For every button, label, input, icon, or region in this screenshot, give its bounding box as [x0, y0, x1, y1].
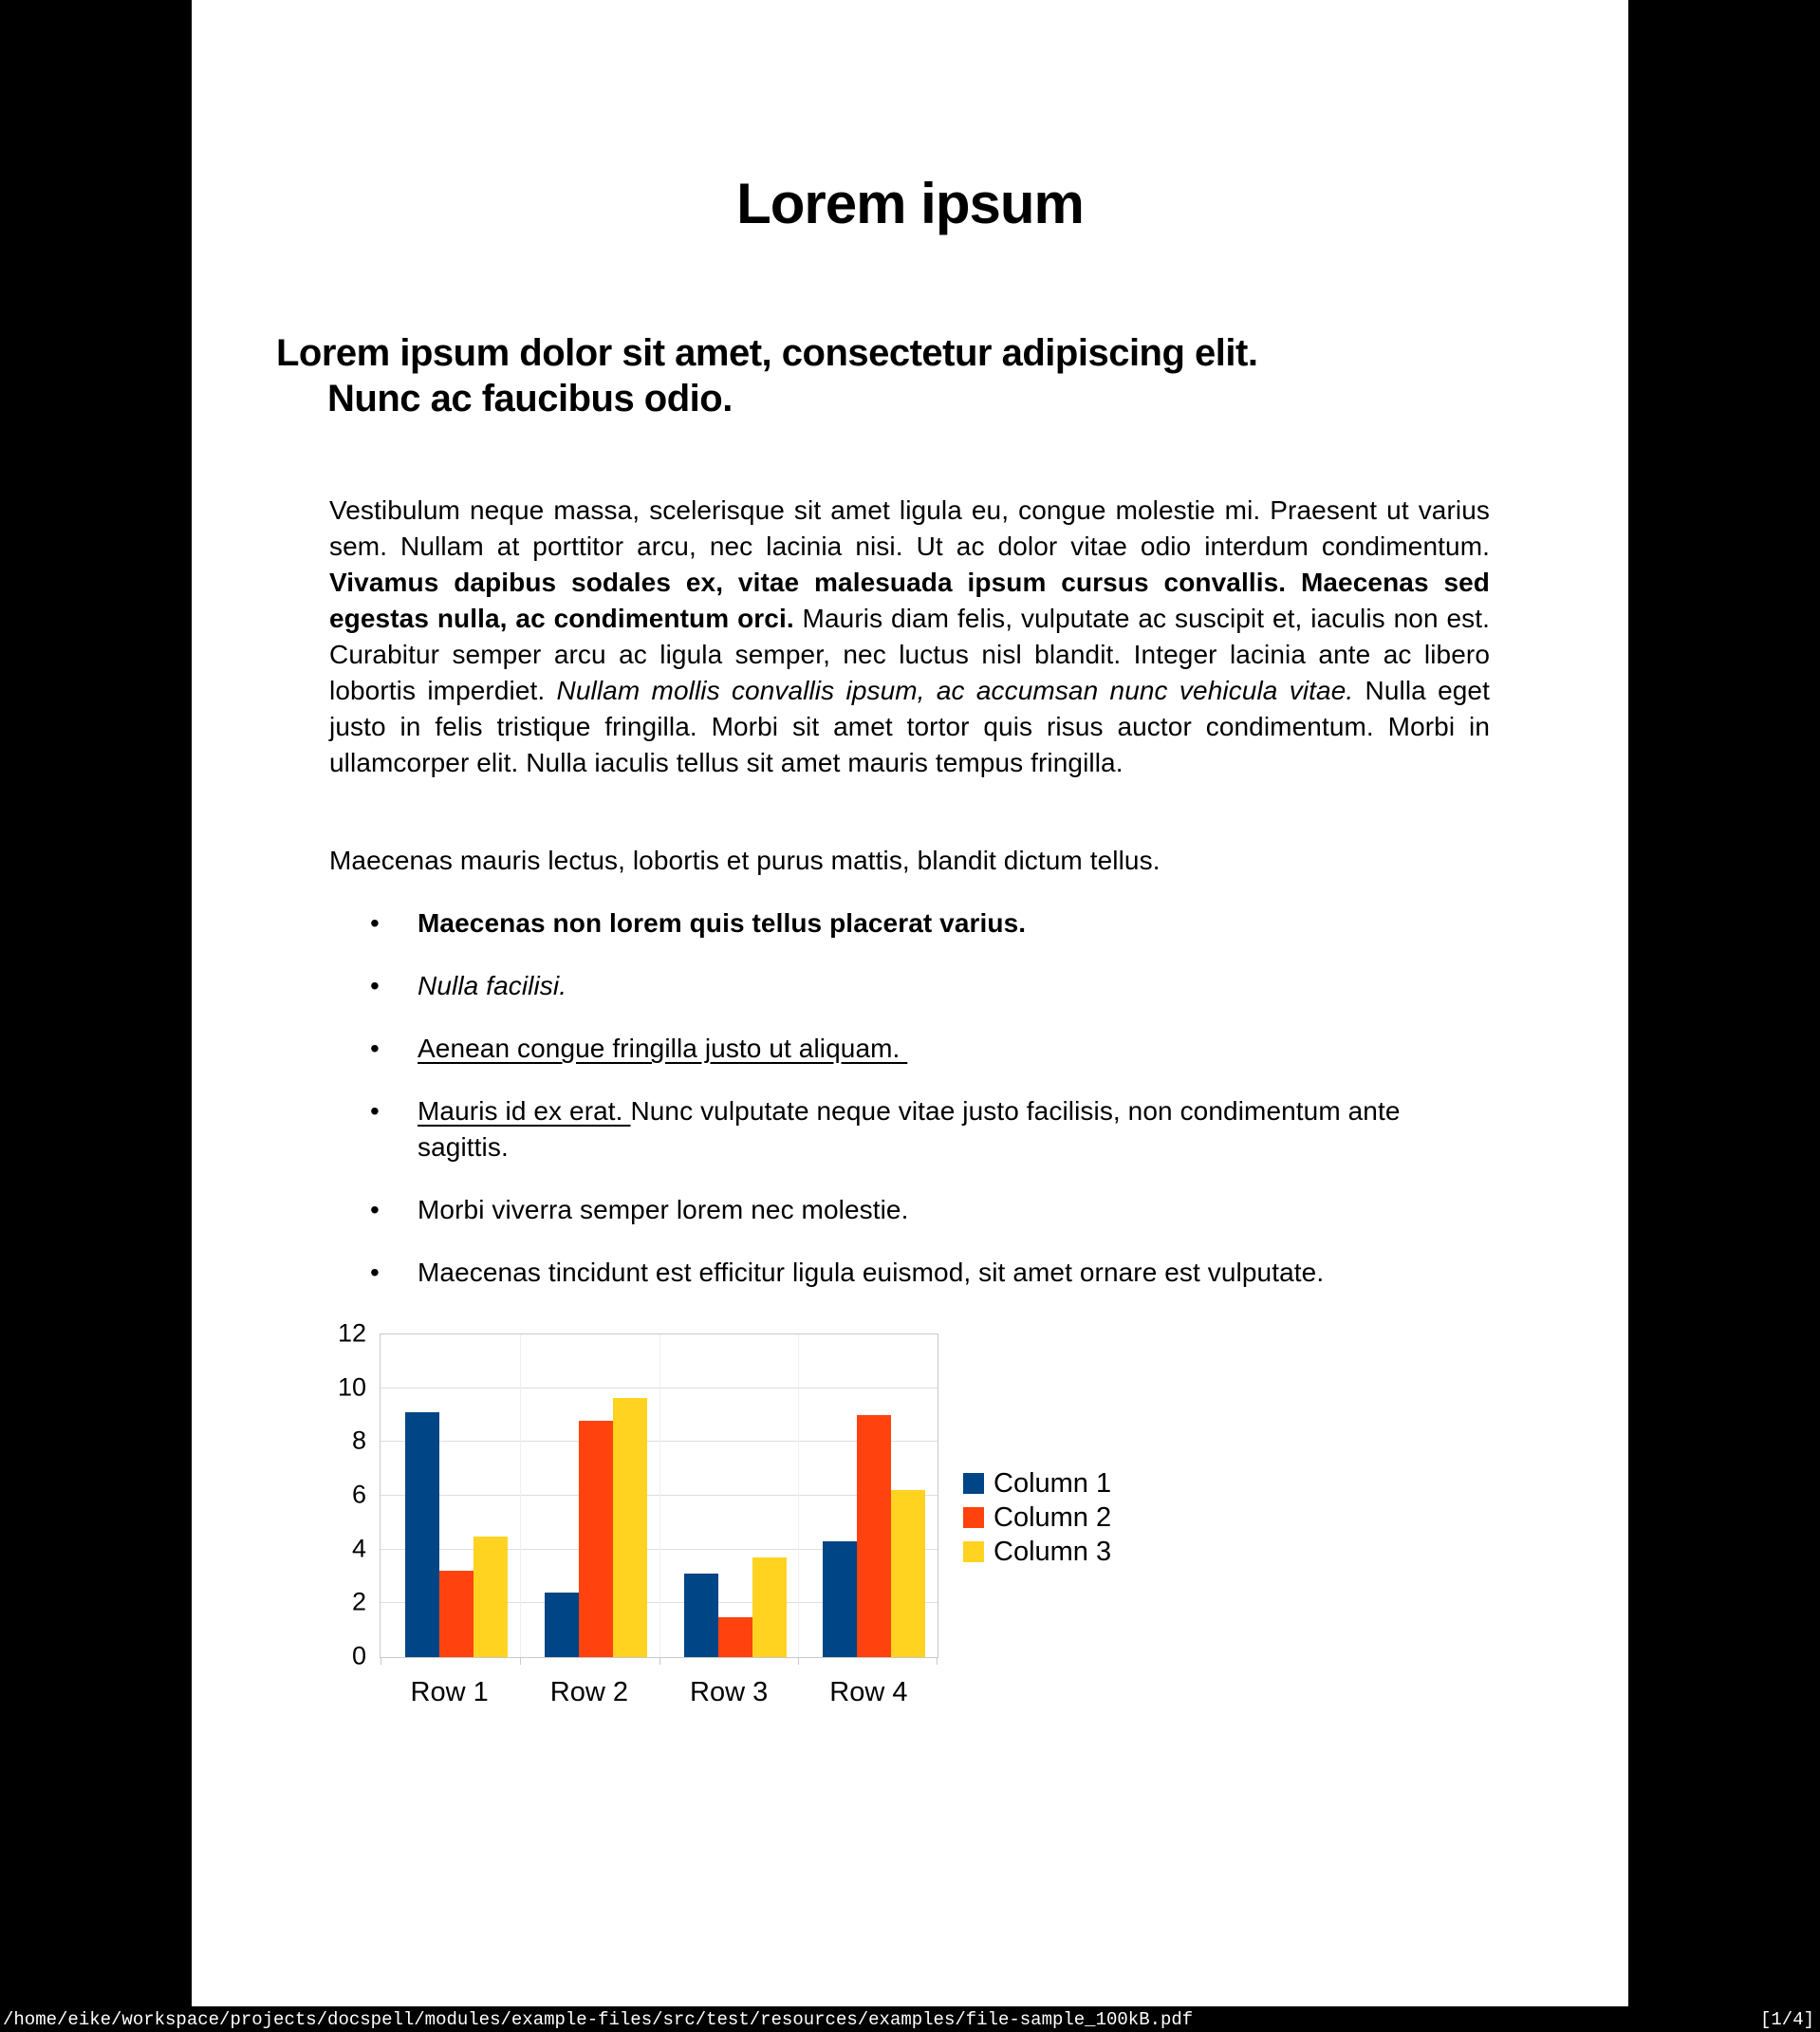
- x-tick-label: Row 1: [410, 1677, 489, 1707]
- bar: [544, 1593, 579, 1657]
- body-paragraph-1: Vestibulum neque massa, scelerisque sit …: [329, 493, 1490, 781]
- list-item: • Aenean congue fringilla justo ut aliqua…: [370, 1031, 1490, 1067]
- bar: [474, 1536, 508, 1657]
- bullet-icon: •: [370, 971, 380, 1000]
- text-segment: Vivamus dapibus sodales ex, vitae malesu…: [329, 568, 1490, 633]
- list-item: • Morbi viverra semper lorem nec molestie…: [370, 1192, 1490, 1228]
- bar: [439, 1571, 474, 1657]
- chart-y-axis-labels: 0 2 4 6 8 10 12: [192, 1320, 366, 1668]
- text-segment: Morbi viverra semper lorem nec molestie.: [418, 1195, 909, 1224]
- bar-group: [798, 1334, 938, 1657]
- text-segment: Mauris diam felis, vulputate ac suscipit…: [329, 604, 1490, 705]
- bullet-icon: •: [370, 908, 380, 938]
- text-segment: Nunc vulputate neque vitae justo facilis…: [418, 1096, 1401, 1162]
- text-segment: Maecenas tincidunt est efficitur ligula …: [418, 1258, 1325, 1287]
- x-tick-label: Row 4: [829, 1677, 908, 1707]
- bullet-list: • Maecenas non lorem quis tellus placerat…: [370, 905, 1490, 1317]
- bar-groups: [381, 1334, 938, 1657]
- bar: [683, 1574, 718, 1657]
- legend-swatch-icon: [963, 1541, 984, 1562]
- bar: [612, 1397, 647, 1657]
- y-tick-label: 4: [351, 1534, 366, 1563]
- legend-entry: Column 3: [963, 1536, 1111, 1568]
- list-item-text: Maecenas non lorem quis tellus placerat …: [418, 905, 1490, 941]
- bullet-icon: •: [370, 1096, 380, 1126]
- y-tick-label: 0: [351, 1641, 366, 1670]
- statusbar-page-indicator: [1/4]: [1759, 2008, 1814, 2030]
- y-tick-label: 6: [351, 1480, 366, 1509]
- legend-label: Column 2: [994, 1501, 1112, 1533]
- bar: [752, 1557, 787, 1657]
- x-axis-tick: [937, 1657, 938, 1665]
- bar: [857, 1415, 892, 1657]
- heading-line-2: Nunc ac faucibus odio.: [327, 378, 733, 419]
- bar: [823, 1541, 858, 1657]
- list-item-text: Morbi viverra semper lorem nec molestie.: [418, 1192, 1490, 1228]
- text-segment: Maecenas non lorem quis tellus placerat …: [418, 908, 1027, 938]
- text-segment: Aenean congue fringilla justo ut aliquam…: [418, 1034, 908, 1063]
- text-segment: Nullam mollis convallis ipsum, ac accums…: [556, 676, 1354, 705]
- y-tick-label: 8: [351, 1426, 366, 1455]
- bar: [891, 1490, 926, 1657]
- category-separator: [519, 1334, 521, 1657]
- bullet-icon: •: [370, 1195, 380, 1224]
- heading-line-1: Lorem ipsum dolor sit amet, consectetur …: [276, 332, 1258, 374]
- y-tick-label: 12: [337, 1318, 366, 1348]
- chart-plot: [380, 1333, 938, 1665]
- category-separator: [798, 1334, 800, 1657]
- bar: [405, 1412, 439, 1657]
- list-item-text: Mauris id ex erat. Nunc vulputate neque …: [418, 1093, 1490, 1165]
- legend-label: Column 1: [994, 1467, 1112, 1499]
- legend-entry: Column 1: [963, 1467, 1111, 1500]
- x-axis-tick: [659, 1657, 660, 1665]
- bar-group: [381, 1334, 520, 1657]
- document-page[interactable]: Lorem ipsum Lorem ipsum dolor sit amet, …: [192, 0, 1628, 2006]
- chart-x-axis-labels: Row 1 Row 2 Row 3 Row 4: [380, 1677, 938, 1708]
- y-tick-label: 2: [351, 1587, 366, 1616]
- legend-swatch-icon: [963, 1473, 984, 1494]
- text-segment: Mauris id ex erat.: [418, 1096, 631, 1126]
- statusbar: /home/eike/workspace/projects/docspell/m…: [0, 2006, 1820, 2032]
- y-tick-label: 10: [337, 1372, 366, 1402]
- legend-label: Column 3: [994, 1536, 1112, 1567]
- x-tick-label: Row 3: [690, 1677, 769, 1707]
- bar-group: [659, 1334, 799, 1657]
- x-axis-tick: [798, 1657, 800, 1665]
- bar-group: [520, 1334, 659, 1657]
- bullet-icon: •: [370, 1034, 380, 1063]
- list-item: • Mauris id ex erat. Nunc vulputate neque…: [370, 1093, 1490, 1165]
- list-item-text: Maecenas tincidunt est efficitur ligula …: [418, 1255, 1490, 1291]
- bullet-icon: •: [370, 1258, 380, 1287]
- bar: [717, 1616, 752, 1657]
- document-heading: Lorem ipsum dolor sit amet, consectetur …: [276, 330, 1505, 421]
- statusbar-file-path: /home/eike/workspace/projects/docspell/m…: [3, 2008, 1194, 2030]
- body-paragraph-2: Maecenas mauris lectus, lobortis et puru…: [329, 846, 1161, 875]
- bar: [578, 1420, 613, 1657]
- text-segment: Nulla facilisi.: [418, 971, 567, 1000]
- list-item-text: Aenean congue fringilla justo ut aliquam…: [418, 1031, 1490, 1067]
- legend-entry: Column 2: [963, 1501, 1111, 1534]
- x-axis-tick: [519, 1657, 521, 1665]
- list-item-text: Nulla facilisi.: [418, 968, 1490, 1004]
- text-segment: Vestibulum neque massa, scelerisque sit …: [329, 495, 1490, 561]
- category-separator: [659, 1334, 660, 1657]
- list-item: • Nulla facilisi.: [370, 968, 1490, 1004]
- text-segment: Nulla eget justo in felis tristique frin…: [329, 676, 1490, 777]
- document-title: Lorem ipsum: [736, 172, 1085, 235]
- x-tick-label: Row 2: [549, 1677, 628, 1707]
- legend-swatch-icon: [963, 1507, 984, 1528]
- list-item: • Maecenas non lorem quis tellus placerat…: [370, 905, 1490, 941]
- chart-legend: Column 1 Column 2 Column 3: [963, 1467, 1111, 1570]
- list-item: • Maecenas tincidunt est efficitur ligula…: [370, 1255, 1490, 1291]
